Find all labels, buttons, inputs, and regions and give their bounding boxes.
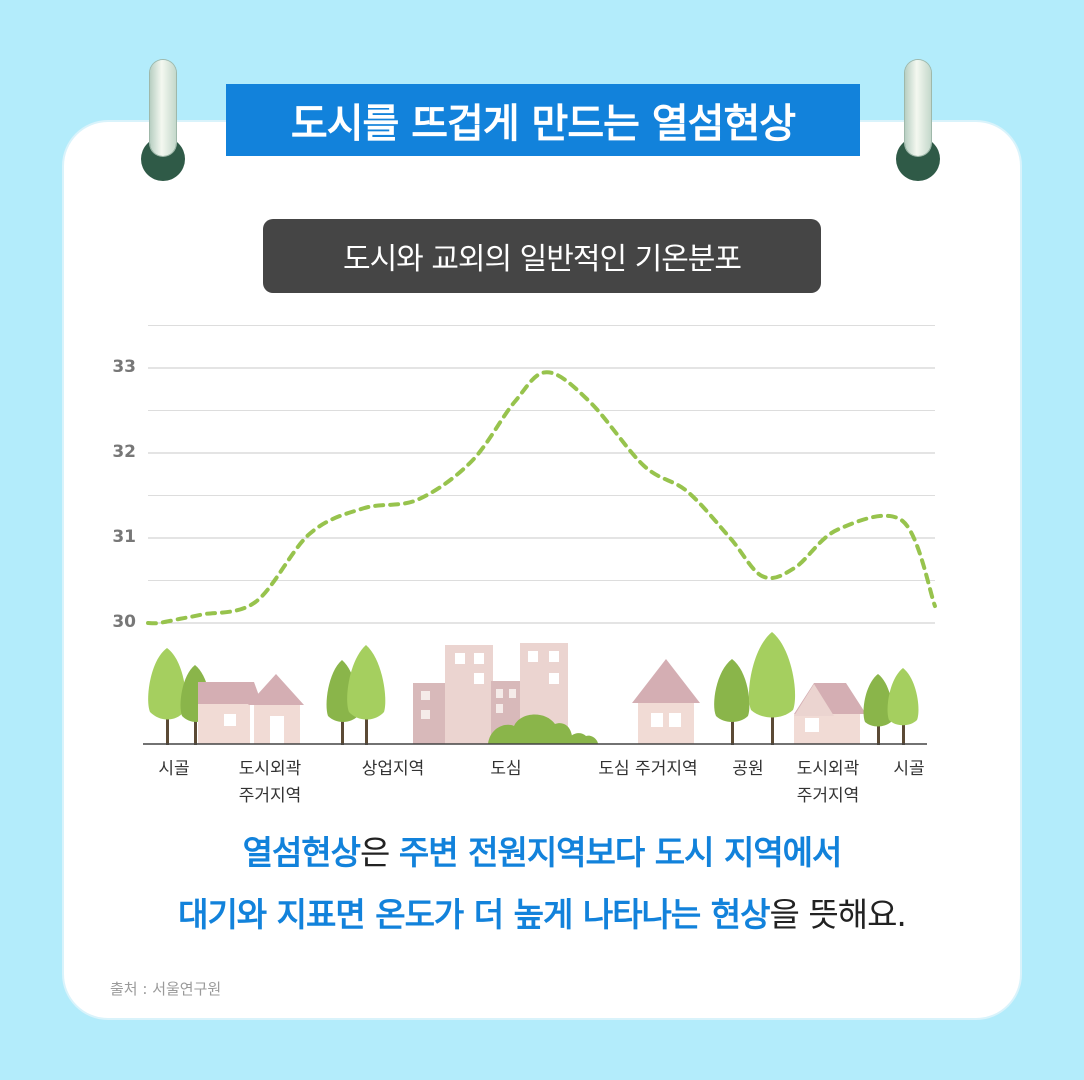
caption-highlight: 주변 전원지역보다 도시 지역에서 [398, 833, 843, 872]
house-illustration [794, 683, 866, 744]
page-title-banner: 도시를 뜨겁게 만드는 열섬현상 [226, 84, 860, 156]
y-tick-label: 33 [112, 357, 136, 377]
x-tick-label: 도시외곽 주거지역 [238, 759, 302, 806]
x-tick-label: 공원 [732, 759, 764, 779]
caption-highlight: 대기와 지표면 온도가 더 높게 나타나는 현상 [178, 895, 770, 934]
x-tick-label: 상업지역 [361, 759, 425, 779]
x-tick-label: 시골 [893, 759, 925, 779]
caption-highlight: 열섬현상 [242, 833, 361, 872]
chart-title-banner: 도시와 교외의 일반적인 기온분포 [263, 219, 821, 293]
tree-illustration [863, 668, 919, 745]
caption-text: 은 [360, 833, 399, 872]
chart-gridlines [148, 325, 935, 624]
y-tick-label: 31 [112, 527, 136, 547]
page-title: 도시를 뜨겁게 만드는 열섬현상 [290, 101, 796, 147]
y-tick-label: 32 [112, 442, 136, 462]
y-tick-label: 30 [112, 612, 136, 632]
bush-illustration [488, 714, 598, 744]
city-landscape-illustration [148, 632, 919, 745]
house-illustration [632, 659, 700, 744]
temperature-series-line [146, 370, 937, 626]
house-illustration [198, 674, 304, 744]
x-tick-label: 도심 [490, 759, 522, 779]
x-tick-label: 시골 [158, 759, 190, 779]
caption-line-2: 대기와 지표면 온도가 더 높게 나타나는 현상을 뜻해요. [0, 888, 1084, 936]
caption-text: 을 뜻해요. [769, 895, 907, 934]
binder-ring-right [905, 60, 931, 156]
chart-title: 도시와 교외의 일반적인 기온분포 [342, 242, 742, 277]
tree-illustration [326, 645, 386, 745]
building-illustration [413, 643, 568, 744]
tree-illustration [714, 632, 796, 745]
x-tick-label: 도시외곽 주거지역 [796, 759, 860, 806]
source-note: 출처 : 서울연구원 [110, 980, 222, 998]
caption-line-1: 열섬현상은 주변 전원지역보다 도시 지역에서 [0, 826, 1084, 874]
x-tick-label: 도심 주거지역 [598, 759, 698, 779]
binder-ring-left [150, 60, 176, 156]
